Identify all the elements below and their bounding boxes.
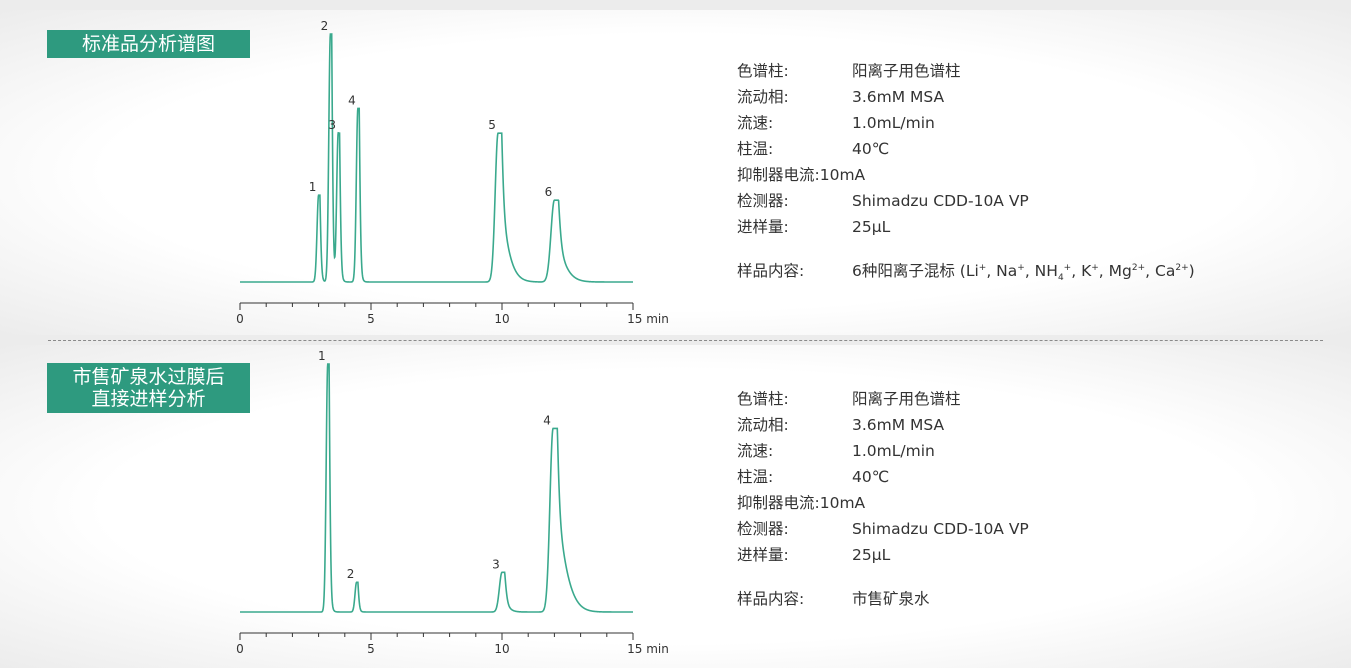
sample-text: ) [1188,262,1195,280]
x-tick-label: 0 [236,312,244,326]
x-tick-label: 10 [494,642,509,656]
param-key: 抑制器电流: [737,166,820,184]
title-line: 直接进样分析 [91,388,206,410]
peak-label: 4 [348,93,356,107]
param-value: Shimadzu CDD-10A VP [852,192,1029,210]
param-key: 色谱柱: [737,390,789,408]
param-row: 流动相: 3.6mM MSA [737,84,1195,110]
top-panel-background [0,10,1351,335]
sample-text: , NH [1024,262,1058,280]
sample-row: 样品内容: 市售矿泉水 [737,586,1029,612]
param-key: 柱温: [737,140,774,158]
param-row: 流速: 1.0mL/min [737,110,1195,136]
param-key: 流动相: [737,88,789,106]
param-row: 流速: 1.0mL/min [737,438,1029,464]
sample-text: 6种阳离子混标 (Li [852,262,979,280]
param-row: 色谱柱: 阳离子用色谱柱 [737,386,1029,412]
peak-label: 3 [492,557,500,571]
param-value: 阳离子用色谱柱 [852,62,961,80]
sample-key: 样品内容: [737,590,805,608]
mineral-water-chromatogram: 1 2 3 4 0 5 10 15 min [236,349,669,656]
param-value: 1.0mL/min [852,114,935,132]
param-row: 色谱柱: 阳离子用色谱柱 [737,58,1195,84]
standard-chromatogram: 1 2 34 5 6 0 5 10 15 min [236,19,669,326]
param-key: 进样量: [737,546,789,564]
sample-text: , Ca [1145,262,1176,280]
ion-charge: + [1017,262,1025,273]
ion-charge: + [1091,262,1099,273]
ion-charge: 2+ [1131,262,1146,273]
ion-charge: + [978,262,987,273]
param-key: 流动相: [737,416,789,434]
mineral-water-chromatogram-title: 市售矿泉水过膜后 直接进样分析 [47,363,250,413]
peak-label: 2 [321,19,329,33]
param-key: 检测器: [737,192,789,210]
sample-text: , Na [986,262,1018,280]
standard-conditions: 色谱柱: 阳离子用色谱柱 流动相: 3.6mM MSA 流速: 1.0mL/min 柱… [737,58,1195,284]
param-value: 1.0mL/min [852,442,935,460]
title-line: 标准品分析谱图 [81,33,215,55]
sample-text: , Mg [1098,262,1132,280]
chromatogram-trace [240,33,633,283]
param-value: 25μL [852,218,891,236]
param-row: 流动相: 3.6mM MSA [737,412,1029,438]
param-value: 10mA [819,494,866,512]
param-value: 25μL [852,546,891,564]
chromatogram-trace [240,363,633,613]
x-tick-label: 0 [236,642,244,656]
param-key: 检测器: [737,520,789,538]
sample-value: 6种阳离子混标 (Li+, Na+, NH4+, K+, Mg2+, Ca2+) [852,258,1195,284]
param-key: 流速: [737,114,774,132]
standard-chromatogram-title: 标准品分析谱图 [47,30,250,58]
param-key: 进样量: [737,218,789,236]
param-value: 40℃ [852,468,890,486]
peak-label: 5 [488,118,496,132]
param-value: 3.6mM MSA [852,416,945,434]
dashed-divider [48,340,1323,341]
x-tick-label: 15 min [627,312,669,326]
param-row: 进样量: 25μL [737,214,1195,240]
sample-row: 样品内容: 6种阳离子混标 (Li+, Na+, NH4+, K+, Mg2+,… [737,258,1195,284]
param-row: 抑制器电流: 10mA [737,490,1029,516]
ion-charge: 2+ [1175,262,1189,273]
param-row: 柱温: 40℃ [737,464,1029,490]
peak-label: 4 [543,413,551,427]
sample-text: , K [1071,262,1092,280]
x-tick-label: 5 [367,312,375,326]
peak-label: 2 [347,567,355,581]
param-key: 色谱柱: [737,62,789,80]
peak-label: 1 [318,349,326,363]
param-row: 检测器: Shimadzu CDD-10A VP [737,188,1195,214]
param-row: 进样量: 25μL [737,542,1029,568]
param-value: Shimadzu CDD-10A VP [852,520,1029,538]
ion-subscript: 4 [1057,273,1064,284]
mineral-water-conditions: 色谱柱: 阳离子用色谱柱 流动相: 3.6mM MSA 流速: 1.0mL/min 柱… [737,386,1029,612]
sample-key: 样品内容: [737,262,805,280]
param-row: 柱温: 40℃ [737,136,1195,162]
sample-value: 市售矿泉水 [852,590,930,608]
peak-label: 3 [328,118,336,132]
param-key: 流速: [737,442,774,460]
x-tick-label: 10 [494,312,509,326]
param-value: 10mA [819,166,866,184]
peak-label: 6 [545,185,553,199]
ion-charge: + [1063,262,1072,273]
param-row: 抑制器电流: 10mA [737,162,1195,188]
title-line: 市售矿泉水过膜后 [72,366,225,388]
param-value: 40℃ [852,140,890,158]
x-tick-label: 15 min [627,642,669,656]
param-key: 抑制器电流: [737,494,820,512]
param-value: 3.6mM MSA [852,88,945,106]
peak-label: 1 [309,180,317,194]
param-value: 阳离子用色谱柱 [852,390,961,408]
param-key: 柱温: [737,468,774,486]
x-tick-label: 5 [367,642,375,656]
param-row: 检测器: Shimadzu CDD-10A VP [737,516,1029,542]
